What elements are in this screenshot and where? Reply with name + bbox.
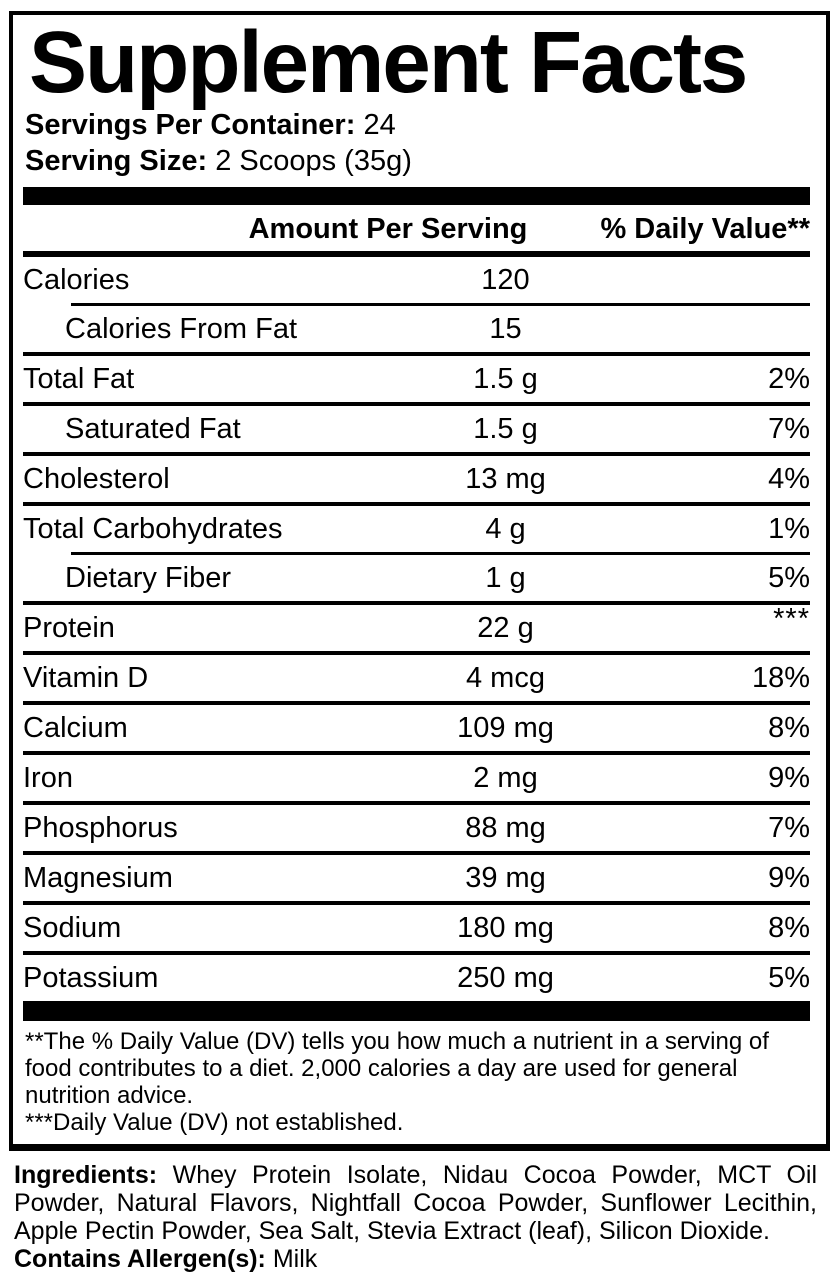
table-row: Calories 120 (23, 257, 810, 303)
ingredients-line: Ingredients: Whey Protein Isolate, Nidau… (14, 1161, 817, 1245)
amount-per-serving-header: Amount Per Serving (248, 213, 528, 245)
nutrient-name: Phosphorus (23, 812, 178, 844)
nutrient-name: Calories (23, 264, 130, 296)
divider (23, 801, 810, 805)
nutrient-amount: 15 (489, 313, 522, 345)
nutrient-name: Protein (23, 612, 115, 644)
nutrient-daily-value: 1% (768, 513, 810, 545)
nutrient-daily-value: 7% (768, 413, 810, 445)
not-established-footnote: ***Daily Value (DV) not established. (25, 1109, 404, 1136)
supplement-facts-panel: Supplement Facts Servings Per Container:… (9, 11, 830, 1151)
table-row: Total Fat 1.5 g 2% (23, 356, 810, 402)
nutrient-name: Total Fat (23, 363, 135, 395)
ingredients-label: Ingredients: (14, 1161, 158, 1189)
nutrient-amount: 4 mcg (466, 662, 545, 694)
nutrient-amount: 120 (481, 264, 530, 296)
allergen-line: Contains Allergen(s): Milk (14, 1245, 817, 1273)
nutrient-amount: 1.5 g (473, 363, 538, 395)
table-row: Calories From Fat 15 (23, 306, 810, 352)
allergen-label: Contains Allergen(s): (14, 1245, 266, 1273)
table-row: Protein 22 g *** (23, 605, 810, 651)
divider (23, 402, 810, 406)
table-row: Saturated Fat 1.5 g 7% (23, 406, 810, 452)
table-row: Dietary Fiber 1 g 5% (23, 555, 810, 601)
panel-title: Supplement Facts (29, 14, 748, 111)
nutrient-amount: 1 g (485, 562, 526, 594)
table-row: Phosphorus 88 mg 7% (23, 805, 810, 851)
nutrient-daily-value: 5% (768, 962, 810, 994)
serving-size-label: Serving Size: (25, 145, 208, 177)
divider (23, 251, 810, 257)
servings-per-container-label: Servings Per Container: (25, 109, 356, 141)
table-row: Cholesterol 13 mg 4% (23, 456, 810, 502)
divider (23, 751, 810, 755)
divider (23, 452, 810, 456)
table-row: Sodium 180 mg 8% (23, 905, 810, 951)
table-row: Vitamin D 4 mcg 18% (23, 655, 810, 701)
nutrient-amount: 88 mg (465, 812, 546, 844)
ingredients-section: Ingredients: Whey Protein Isolate, Nidau… (14, 1161, 817, 1273)
divider (23, 701, 810, 705)
nutrient-daily-value: 4% (768, 463, 810, 495)
nutrient-amount: 2 mg (473, 762, 538, 794)
nutrient-amount: 22 g (477, 612, 534, 644)
table-header: Amount Per Serving % Daily Value** (23, 205, 810, 251)
nutrient-amount: 13 mg (465, 463, 546, 495)
nutrient-daily-value: 18% (751, 662, 810, 694)
divider (23, 901, 810, 905)
servings-per-container-value: 24 (363, 109, 396, 141)
table-row: Total Carbohydrates 4 g 1% (23, 506, 810, 552)
nutrient-name: Magnesium (23, 862, 173, 894)
nutrient-name: Cholesterol (23, 463, 170, 495)
divider (23, 502, 810, 506)
table-row: Calcium 109 mg 8% (23, 705, 810, 751)
nutrient-amount: 250 mg (457, 962, 554, 994)
divider (23, 651, 810, 655)
nutrient-daily-value: *** (773, 603, 810, 635)
nutrient-daily-value: 5% (768, 562, 810, 594)
nutrient-name: Total Carbohydrates (23, 513, 283, 545)
section-divider-bar-bottom (23, 1001, 810, 1021)
servings-per-container-line: Servings Per Container: 24 (25, 107, 810, 143)
daily-value-footnote: **The % Daily Value (DV) tells you how m… (25, 1028, 769, 1109)
nutrient-name: Dietary Fiber (65, 562, 231, 594)
table-row: Potassium 250 mg 5% (23, 955, 810, 1001)
nutrient-name: Potassium (23, 962, 159, 994)
divider (23, 352, 810, 356)
divider (23, 851, 810, 855)
nutrient-name: Sodium (23, 912, 122, 944)
table-row: Iron 2 mg 9% (23, 755, 810, 801)
divider (23, 601, 810, 605)
nutrient-daily-value: 8% (768, 912, 810, 944)
table-row: Magnesium 39 mg 9% (23, 855, 810, 901)
serving-size-value: 2 Scoops (35g) (215, 145, 412, 177)
nutrient-name: Iron (23, 762, 73, 794)
nutrient-daily-value: 8% (768, 712, 810, 744)
section-divider-bar-top (23, 187, 810, 205)
nutrient-amount: 4 g (485, 513, 526, 545)
nutrient-amount: 39 mg (465, 862, 546, 894)
footnotes: **The % Daily Value (DV) tells you how m… (23, 1021, 810, 1142)
nutrient-amount: 1.5 g (473, 413, 538, 445)
nutrient-name: Saturated Fat (65, 413, 241, 445)
divider (71, 303, 810, 306)
nutrient-daily-value: 2% (768, 363, 810, 395)
nutrient-name: Calories From Fat (65, 313, 298, 345)
serving-size-line: Serving Size: 2 Scoops (35g) (25, 143, 810, 179)
nutrient-name: Calcium (23, 712, 128, 744)
nutrient-daily-value: 7% (768, 812, 810, 844)
divider (23, 951, 810, 955)
ingredients-list: Whey Protein Isolate, Nidau Cocoa Powder… (14, 1161, 817, 1245)
nutrient-amount: 180 mg (457, 912, 554, 944)
daily-value-header: % Daily Value** (600, 213, 810, 245)
allergen-value: Milk (272, 1245, 318, 1273)
nutrient-daily-value: 9% (768, 862, 810, 894)
nutrient-daily-value: 9% (768, 762, 810, 794)
nutrient-name: Vitamin D (23, 662, 149, 694)
divider (71, 552, 810, 555)
nutrient-amount: 109 mg (457, 712, 554, 744)
